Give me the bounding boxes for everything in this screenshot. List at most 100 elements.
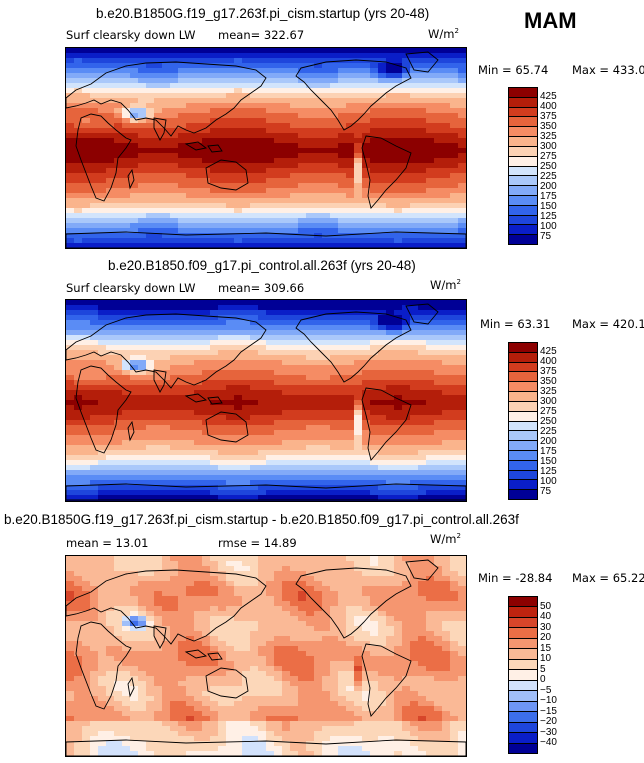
colorbar-tick-label: 15 [540, 642, 552, 654]
colorbar-cell [509, 215, 537, 226]
panel1-min: Min = 65.74 [478, 63, 549, 77]
colorbar-cell [509, 127, 537, 138]
panel3-max: Max = 65.22 [572, 571, 644, 585]
panel3-title: b.e20.B1850G.f19_g17.263f.pi_cism.startu… [4, 512, 519, 527]
panel1-mean: mean= 322.67 [218, 28, 305, 42]
colorbar-tick-label: 40 [540, 611, 552, 623]
panel2-max: Max = 420.17 [572, 317, 644, 331]
colorbar-tick-label: 125 [540, 211, 557, 222]
colorbar-cell [509, 343, 537, 353]
colorbar-cell [509, 480, 537, 491]
season-label: MAM [524, 8, 577, 33]
colorbar-tick-label: 200 [540, 181, 557, 192]
colorbar-cell [509, 460, 537, 471]
panel3-map-svg [66, 556, 466, 756]
panel1-colorbar [508, 87, 538, 245]
colorbar-tick-label: 100 [540, 476, 557, 487]
panel3-rmse: rmse = 14.89 [218, 536, 297, 550]
panel1-title: b.e20.B1850G.f19_g17.263f.pi_cism.startu… [96, 6, 430, 21]
colorbar-cell [509, 97, 537, 108]
colorbar-cell [509, 733, 537, 744]
colorbar-tick-label: −40 [540, 737, 557, 749]
colorbar-cell [509, 649, 537, 660]
colorbar-cell [509, 117, 537, 128]
colorbar-cell [509, 352, 537, 363]
colorbar-cell [509, 628, 537, 639]
colorbar-tick-label: 325 [540, 386, 557, 397]
panel2-colorbar [508, 342, 538, 500]
colorbar-tick-label: 10 [540, 653, 552, 665]
colorbar-cell [509, 659, 537, 671]
colorbar-cell [509, 597, 537, 608]
colorbar-cell [509, 88, 537, 98]
colorbar-tick-label: 225 [540, 171, 557, 182]
colorbar-tick-label: 50 [540, 600, 552, 612]
panel3-mean: mean = 13.01 [66, 536, 149, 550]
panel3-units: W/m2 [430, 532, 461, 546]
colorbar-tick-label: 400 [540, 101, 557, 112]
colorbar-cell [509, 382, 537, 393]
colorbar-cell [509, 617, 537, 629]
colorbar-tick-label: −15 [540, 705, 557, 717]
panel3-colorbar [508, 596, 538, 754]
colorbar-cell [509, 411, 537, 422]
colorbar-tick-label: 375 [540, 111, 557, 122]
colorbar-tick-label: 275 [540, 151, 557, 162]
colorbar-tick-label: 425 [540, 346, 557, 357]
panel2-map-svg [66, 300, 466, 501]
colorbar-cell [509, 680, 537, 692]
colorbar-cell [509, 146, 537, 157]
colorbar-cell [509, 166, 537, 177]
colorbar-cell [509, 441, 537, 451]
colorbar-tick-label: 275 [540, 406, 557, 417]
colorbar-tick-label: 250 [540, 161, 557, 172]
colorbar-cell [509, 490, 537, 499]
panel1-map-svg [66, 48, 466, 248]
panel3-min: Min = -28.84 [478, 571, 553, 585]
colorbar-tick-label: 175 [540, 446, 557, 457]
colorbar-tick-label: −20 [540, 716, 557, 728]
colorbar-tick-label: 100 [540, 221, 557, 232]
colorbar-tick-label: 150 [540, 201, 557, 212]
colorbar-tick-label: 175 [540, 191, 557, 202]
panel1-variable-label: Surf clearsky down LW [66, 28, 196, 42]
colorbar-tick-label: 400 [540, 356, 557, 367]
colorbar-cell [509, 743, 537, 754]
colorbar-cell [509, 450, 537, 461]
colorbar-tick-label: 0 [540, 674, 546, 686]
colorbar-cell [509, 195, 537, 206]
colorbar-tick-label: 325 [540, 131, 557, 142]
colorbar-cell [509, 401, 537, 412]
colorbar-tick-label: 300 [540, 141, 557, 152]
colorbar-tick-label: −30 [540, 726, 557, 738]
colorbar-cell [509, 607, 537, 618]
colorbar-tick-label: 5 [540, 663, 546, 675]
colorbar-tick-label: 375 [540, 366, 557, 377]
colorbar-tick-label: 125 [540, 466, 557, 477]
colorbar-tick-label: 425 [540, 91, 557, 102]
panel1-colorbar-ticks: 425 400 375 350 325 300 275 250 225 200 175 150 125 1… [540, 87, 557, 245]
colorbar-cell [509, 691, 537, 702]
colorbar-cell [509, 470, 537, 481]
colorbar-tick-label: 150 [540, 456, 557, 467]
colorbar-cell [509, 137, 537, 147]
colorbar-tick-label: −5 [540, 684, 552, 696]
colorbar-cell [509, 225, 537, 236]
colorbar-cell [509, 372, 537, 383]
panel1-units: W/m2 [428, 27, 459, 41]
colorbar-cell [509, 712, 537, 723]
colorbar-cell [509, 176, 537, 187]
colorbar-tick-label: 350 [540, 121, 557, 132]
colorbar-cell [509, 235, 537, 244]
panel2-min: Min = 63.31 [480, 317, 551, 331]
colorbar-tick-label: 75 [540, 486, 552, 497]
panel2-colorbar-ticks: 425 400 375 350 325 300 275 250 225 200 175 150 125 1… [540, 342, 557, 500]
colorbar-tick-label: −10 [540, 695, 557, 707]
colorbar-cell [509, 722, 537, 734]
panel3-map [65, 555, 467, 757]
colorbar-cell [509, 186, 537, 196]
colorbar-tick-label: 300 [540, 396, 557, 407]
colorbar-cell [509, 421, 537, 432]
colorbar-tick-label: 200 [540, 436, 557, 447]
